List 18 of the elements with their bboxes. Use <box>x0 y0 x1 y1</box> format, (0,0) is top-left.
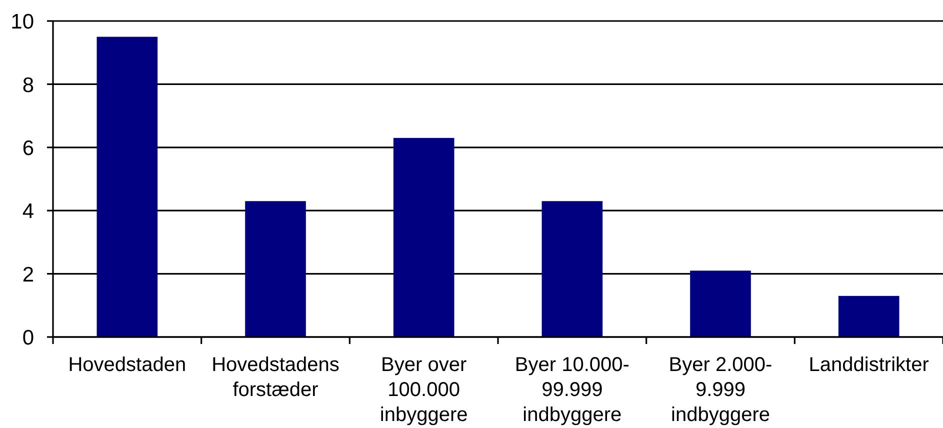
bar <box>542 201 603 337</box>
x-tick-label: Byer over 100.000 inbyggere <box>380 354 468 426</box>
bar <box>690 270 751 337</box>
y-tick-label: 2 <box>22 263 34 286</box>
x-tick-label: Hovedstaden <box>68 354 186 376</box>
bar <box>393 138 454 337</box>
y-tick-label: 4 <box>22 200 34 224</box>
bar <box>838 296 900 337</box>
y-tick-label: 8 <box>22 74 34 97</box>
bar <box>245 201 306 337</box>
x-tick-label: Byer 10.000-99.999 indbyggere <box>514 354 630 426</box>
y-tick-label: 0 <box>22 326 34 350</box>
x-tick-label: Landdistrikter <box>808 354 930 376</box>
y-tick-label: 6 <box>22 136 34 160</box>
x-tick-label: Byer 2.000-9.999 indbyggere <box>668 354 772 426</box>
x-tick-label: Hovedstadens forstæder <box>212 354 340 401</box>
bar <box>96 36 158 337</box>
y-tick-label: 10 <box>10 10 34 34</box>
